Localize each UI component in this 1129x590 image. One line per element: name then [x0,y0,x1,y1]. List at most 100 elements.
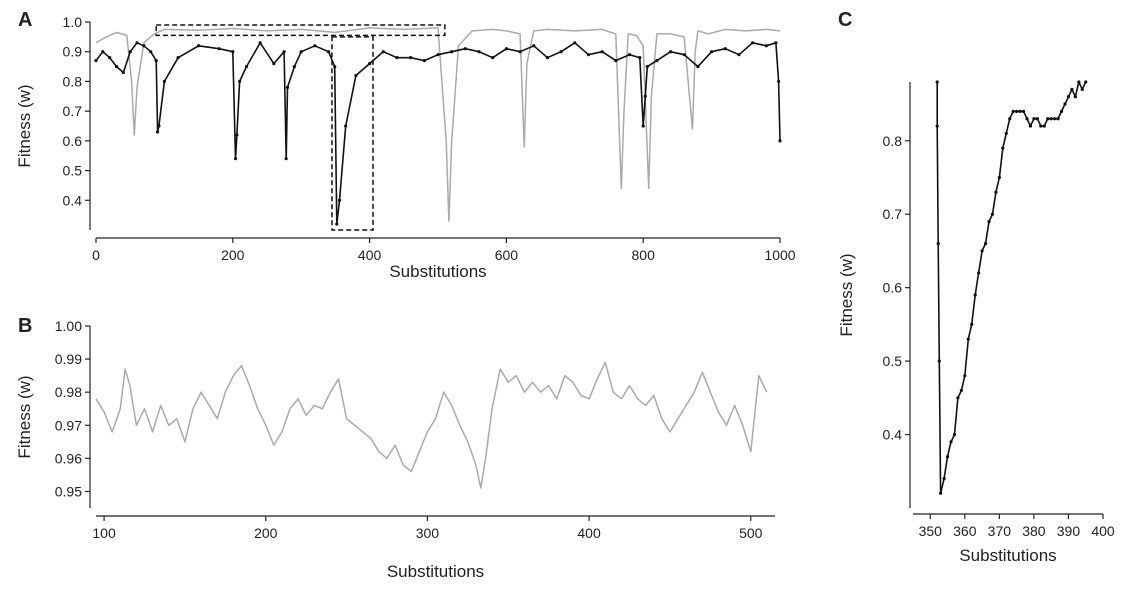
panel-a-data-point [235,133,239,137]
panel-a-data-point [135,41,139,45]
panel-a-y-tick-label: 0.4 [63,192,83,208]
panel-b-x-tick-label: 100 [92,525,116,541]
panel-c-x-axis-title: Substitutions [959,546,1056,565]
panel-a-data-point [272,62,276,66]
panel-c-data-point [1077,80,1081,84]
panel-a-letter: A [18,9,32,31]
panel-a-data-point [614,59,618,63]
panel-c-data-point [963,374,967,378]
panel-a-data-point [696,64,700,69]
panel-a-data-point [313,44,317,48]
panel-a-data-point [108,56,112,60]
panel-a-data-point [284,157,288,161]
panel-b-x-axis-title: Substitutions [387,562,484,581]
panel-a-data-point [258,41,262,45]
panel-a-data-point [142,44,146,48]
panel-c-x-tick-label: 390 [1057,523,1081,539]
panel-a-chart: 0.4 0.5 0.6 0.7 0.8 0.9 1.0 0 200 400 600 800 1000 Su… [15,14,796,281]
panel-b-x-tick-label: 200 [254,525,278,541]
panel-a-data-point [395,56,399,60]
panel-b-y-tick-label: 0.97 [55,417,82,433]
panel-c-x-tick-label: 380 [1022,523,1046,539]
panel-a-data-point [477,50,481,54]
panel-c-data-point [973,293,977,297]
panel-c-data-point [1004,131,1008,136]
panel-a-data-point [545,56,550,60]
panel-a-data-point [154,59,158,63]
panel-a-data-point [463,47,467,51]
panel-c-data-point [1049,117,1053,121]
panel-a-data-point [777,79,781,84]
panel-b-chart: 0.95 0.96 0.97 0.98 0.99 1.00 100 200 300 400 500 S… [15,318,775,581]
panel-c-data-point [1063,102,1067,106]
panel-c-y-tick-label: 0.6 [883,280,903,296]
panel-c-data-point [987,219,991,224]
panel-a-data-point [128,50,132,54]
panel-b-series-gray-line [95,361,768,489]
panel-c-data-point [977,271,981,275]
panel-a-x-tick-label: 800 [632,247,656,263]
panel-c-data-point [1039,124,1043,128]
panel-a-data-point [176,56,180,60]
panel-a-data-point [559,50,563,54]
panel-c-data-point [983,241,988,246]
panel-a-zoom-box [331,36,374,231]
panel-a-x-tick-label: 400 [358,247,382,263]
panel-b-x-tick-label: 500 [739,525,763,541]
panel-a-data-point [337,198,342,202]
panel-a-data-point [326,50,331,54]
panel-a-data-point [238,79,242,84]
panel-c-data-point [949,440,953,444]
panel-a-x-axis-title: Substitutions [389,262,486,281]
panel-c-data-point [1080,87,1084,91]
panel-c-data-point [970,322,974,326]
panel-a-data-point [504,47,508,51]
panel-b-x-tick-label: 300 [416,525,440,541]
panel-c-chart: 0.4 0.5 0.6 0.7 0.8 350 360 370 380 390 400 Substit… [837,80,1115,565]
panel-a-data-point [354,73,358,78]
panel-c-data-point [994,190,998,194]
panel-a-data-point [532,44,536,48]
panel-a-data-point [333,64,337,69]
panel-a-data-point [409,56,413,60]
panel-a-data-point [450,50,454,54]
panel-a-data-point [292,64,296,69]
panel-c-data-point [935,124,939,128]
panel-c-y-axis-title: Fitness (w) [837,253,856,336]
panel-a-data-point [381,50,385,54]
panel-c-data-point [936,241,940,246]
panel-c-x-tick-label: 360 [953,523,977,539]
panel-c-data-point [966,337,970,341]
panel-c-data-point [1021,109,1026,113]
panel-a-data-point [655,59,659,63]
panel-c-data-point [1035,117,1039,121]
panel-a-data-point [162,79,166,84]
panel-a-data-point [573,41,577,45]
panel-c-y-tick-label: 0.5 [883,353,903,369]
panel-c-data-point [1056,117,1060,121]
panel-c-y-tick-label: 0.7 [883,206,903,222]
panel-a-data-point [335,222,339,226]
panel-c-letter: C [838,9,852,31]
panel-c-data-point [1001,146,1005,150]
panel-b-y-tick-label: 0.96 [55,450,82,466]
panel-a-data-point [643,94,647,98]
panel-a-series-gray-line [95,27,781,222]
panel-c-data-point [937,359,941,363]
panel-a-data-point [638,56,642,60]
panel-a-data-point [155,130,160,134]
panel-c-series-black-line [936,81,1087,495]
panel-b-y-axis-title: Fitness (w) [15,375,34,458]
panel-c-data-point [1042,124,1046,128]
panel-a-y-tick-label: 0.9 [63,44,83,60]
panel-a-data-point [344,124,348,128]
panel-c-data-point [990,212,995,216]
panel-c-data-point [1015,109,1019,113]
panel-a-x-tick-label: 200 [221,247,245,263]
panel-a-data-point [668,50,673,54]
panel-a-zoom-box [155,24,446,37]
panel-a-data-point [197,44,201,48]
panel-c-data-point [1018,109,1022,113]
panel-a-data-point [233,157,238,161]
panel-a-data-point [368,62,372,66]
